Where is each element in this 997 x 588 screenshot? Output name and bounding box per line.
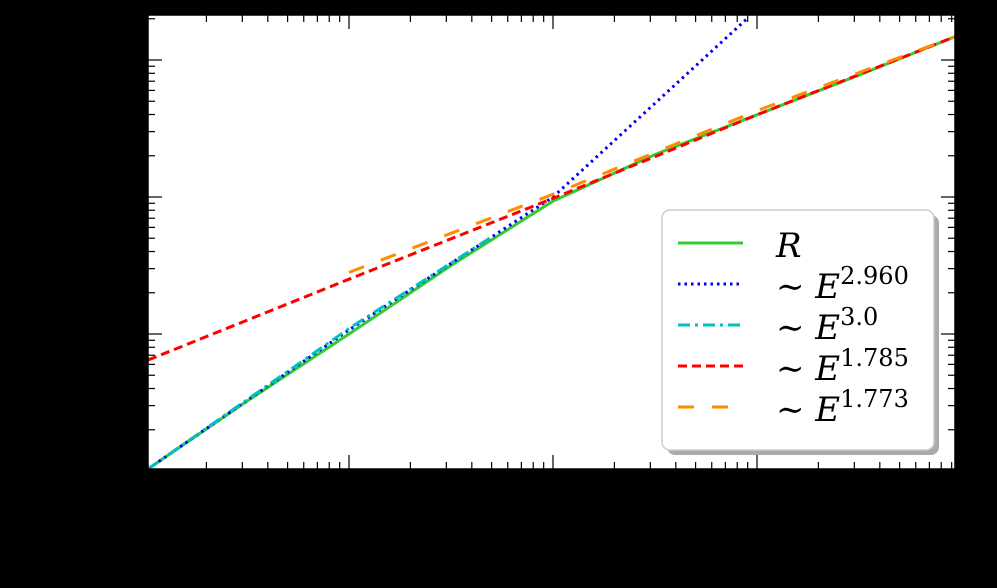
series-line-2 <box>148 236 491 469</box>
series-layer <box>148 17 955 469</box>
legend-label-2: ∼ E3.0 <box>776 303 878 348</box>
legend-label-4: ∼ E1.773 <box>776 385 909 430</box>
legend-box <box>661 209 935 451</box>
legend: R∼ E2.960∼ E3.0∼ E1.785∼ E1.773 <box>661 209 939 455</box>
series-line-3 <box>148 35 955 362</box>
axis-ticks <box>148 15 955 469</box>
plot-frame <box>147 14 956 470</box>
legend-label-1: ∼ E2.960 <box>776 262 909 307</box>
series-line-4 <box>348 35 955 274</box>
series-line-1 <box>148 17 748 469</box>
legend-label-0: R <box>775 226 802 266</box>
legend-entries: R∼ E2.960∼ E3.0∼ E1.785∼ E1.773 <box>678 226 909 430</box>
legend-label-3: ∼ E1.785 <box>776 344 909 389</box>
